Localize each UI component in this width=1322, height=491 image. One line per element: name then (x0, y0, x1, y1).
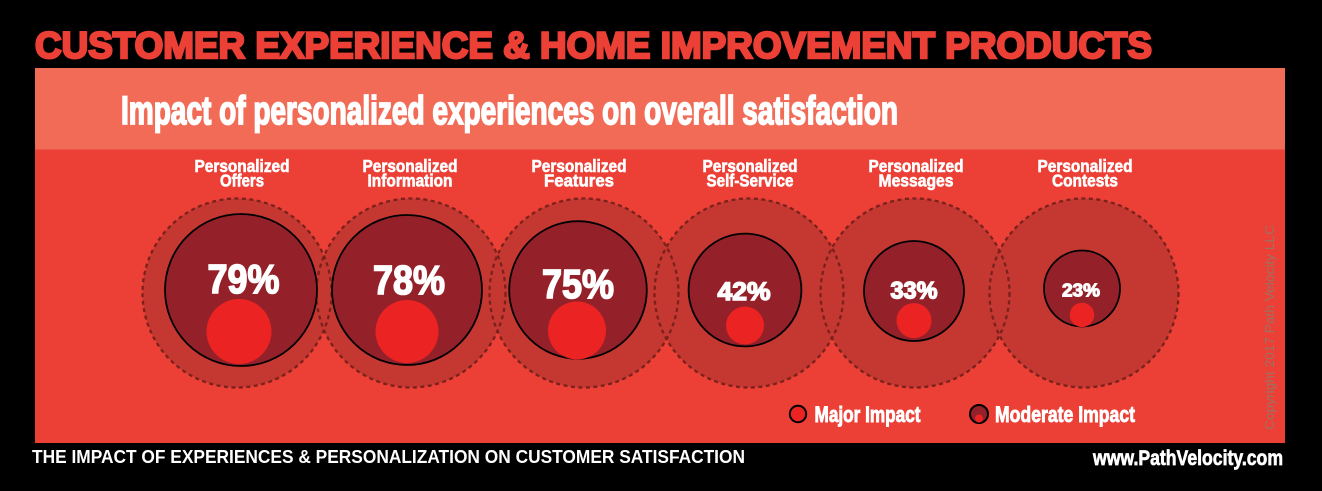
svg-text:Features: Features (544, 170, 614, 190)
svg-text:Personalized: Personalized (869, 156, 964, 176)
svg-text:Personalized: Personalized (703, 156, 798, 176)
svg-text:Contests: Contests (1052, 170, 1118, 190)
svg-text:www.PathVelocity.com: www.PathVelocity.com (1092, 447, 1283, 470)
svg-text:Self-Service: Self-Service (707, 170, 794, 190)
svg-text:23%: 23% (1062, 281, 1100, 301)
svg-text:75%: 75% (542, 261, 614, 307)
svg-text:Offers: Offers (220, 170, 264, 190)
svg-text:Major Impact: Major Impact (815, 402, 921, 427)
svg-text:Personalized: Personalized (195, 156, 290, 176)
svg-text:79%: 79% (208, 256, 280, 302)
svg-text:Information: Information (368, 170, 453, 190)
svg-text:Personalized: Personalized (1038, 156, 1133, 176)
svg-text:Impact of personalized experie: Impact of personalized experiences on ov… (121, 89, 898, 133)
svg-text:Personalized: Personalized (532, 156, 627, 176)
svg-text:Personalized: Personalized (363, 156, 458, 176)
svg-text:Moderate Impact: Moderate Impact (995, 402, 1135, 427)
svg-text:CUSTOMER EXPERIENCE & HOME IMP: CUSTOMER EXPERIENCE & HOME IMPROVEMENT P… (35, 25, 1152, 66)
svg-text:Copyright 2017 Path Velocity L: Copyright 2017 Path Velocity LLC (1263, 225, 1277, 430)
svg-text:42%: 42% (718, 278, 771, 306)
svg-text:THE IMPACT OF EXPERIENCES & PE: THE IMPACT OF EXPERIENCES & PERSONALIZAT… (32, 446, 745, 467)
svg-text:78%: 78% (373, 257, 445, 303)
svg-text:Messages: Messages (879, 170, 954, 190)
svg-text:33%: 33% (891, 278, 938, 305)
